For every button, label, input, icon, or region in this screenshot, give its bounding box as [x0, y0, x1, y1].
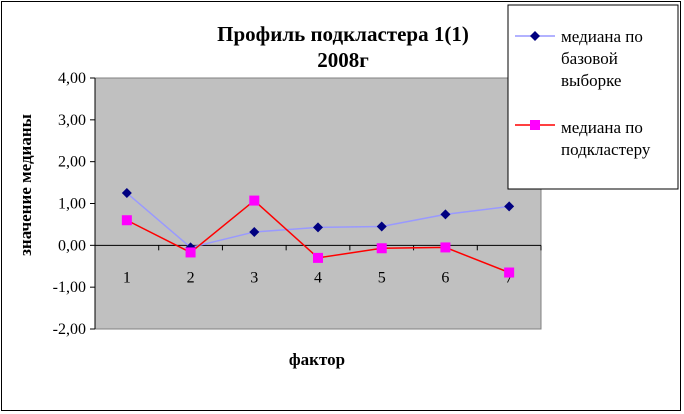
legend: медиана по базовой выборке медиана по по… [507, 4, 679, 190]
y-axis: 4,00 3,00 2,00 1,00 0,00 -1,00 -2,00 [53, 70, 96, 338]
series-0-point [504, 201, 515, 212]
y-tick-label: -1,00 [53, 279, 86, 296]
series-1-point [313, 252, 323, 263]
y-tick-label: 2,00 [58, 154, 86, 171]
legend-marker-base [530, 31, 540, 41]
x-axis-label: фактор [289, 350, 345, 369]
y-tick-label: 0,00 [58, 237, 86, 254]
series-1-point [121, 215, 132, 226]
series-layer [121, 188, 515, 278]
legend-label-base-2: базовой [561, 49, 618, 68]
chart-title-line-1: Профиль подкластера 1(1) [217, 22, 469, 46]
x-tick-label: 4 [314, 269, 322, 286]
x-tick-label: 5 [378, 269, 386, 286]
series-0-point [121, 188, 132, 199]
legend-label-sub-2: подкластеру [561, 140, 651, 159]
legend-marker-sub [530, 120, 540, 130]
series-0-point [376, 221, 387, 232]
y-tick-label: 1,00 [58, 196, 86, 213]
legend-label-sub-1: медиана по [561, 118, 643, 137]
series-1-point [185, 247, 196, 258]
series-1-point [376, 243, 387, 254]
series-0-point [313, 222, 323, 233]
series-1-point [504, 267, 515, 278]
series-0-point [440, 209, 451, 220]
y-tick-label: 3,00 [58, 112, 86, 129]
x-tick-label: 2 [187, 269, 195, 286]
x-tick-label: 1 [123, 269, 131, 286]
legend-label-base-3: выборке [561, 71, 621, 90]
series-1-point [440, 242, 451, 253]
legend-label-base-1: медиана по [561, 27, 643, 46]
series-1-point [249, 195, 260, 206]
x-axis: 1 2 3 4 5 6 7 [94, 244, 542, 286]
x-tick-label: 3 [250, 269, 258, 286]
x-tick-label: 6 [441, 269, 449, 286]
y-tick-label: 4,00 [58, 70, 86, 87]
y-tick-label: -2,00 [53, 321, 86, 338]
y-axis-label: значение медианы [16, 114, 35, 256]
series-0-point [249, 226, 260, 237]
x-tick-label: 7 [505, 269, 513, 286]
chart-title-line-2: 2008г [317, 48, 369, 72]
plot-area [94, 77, 542, 330]
